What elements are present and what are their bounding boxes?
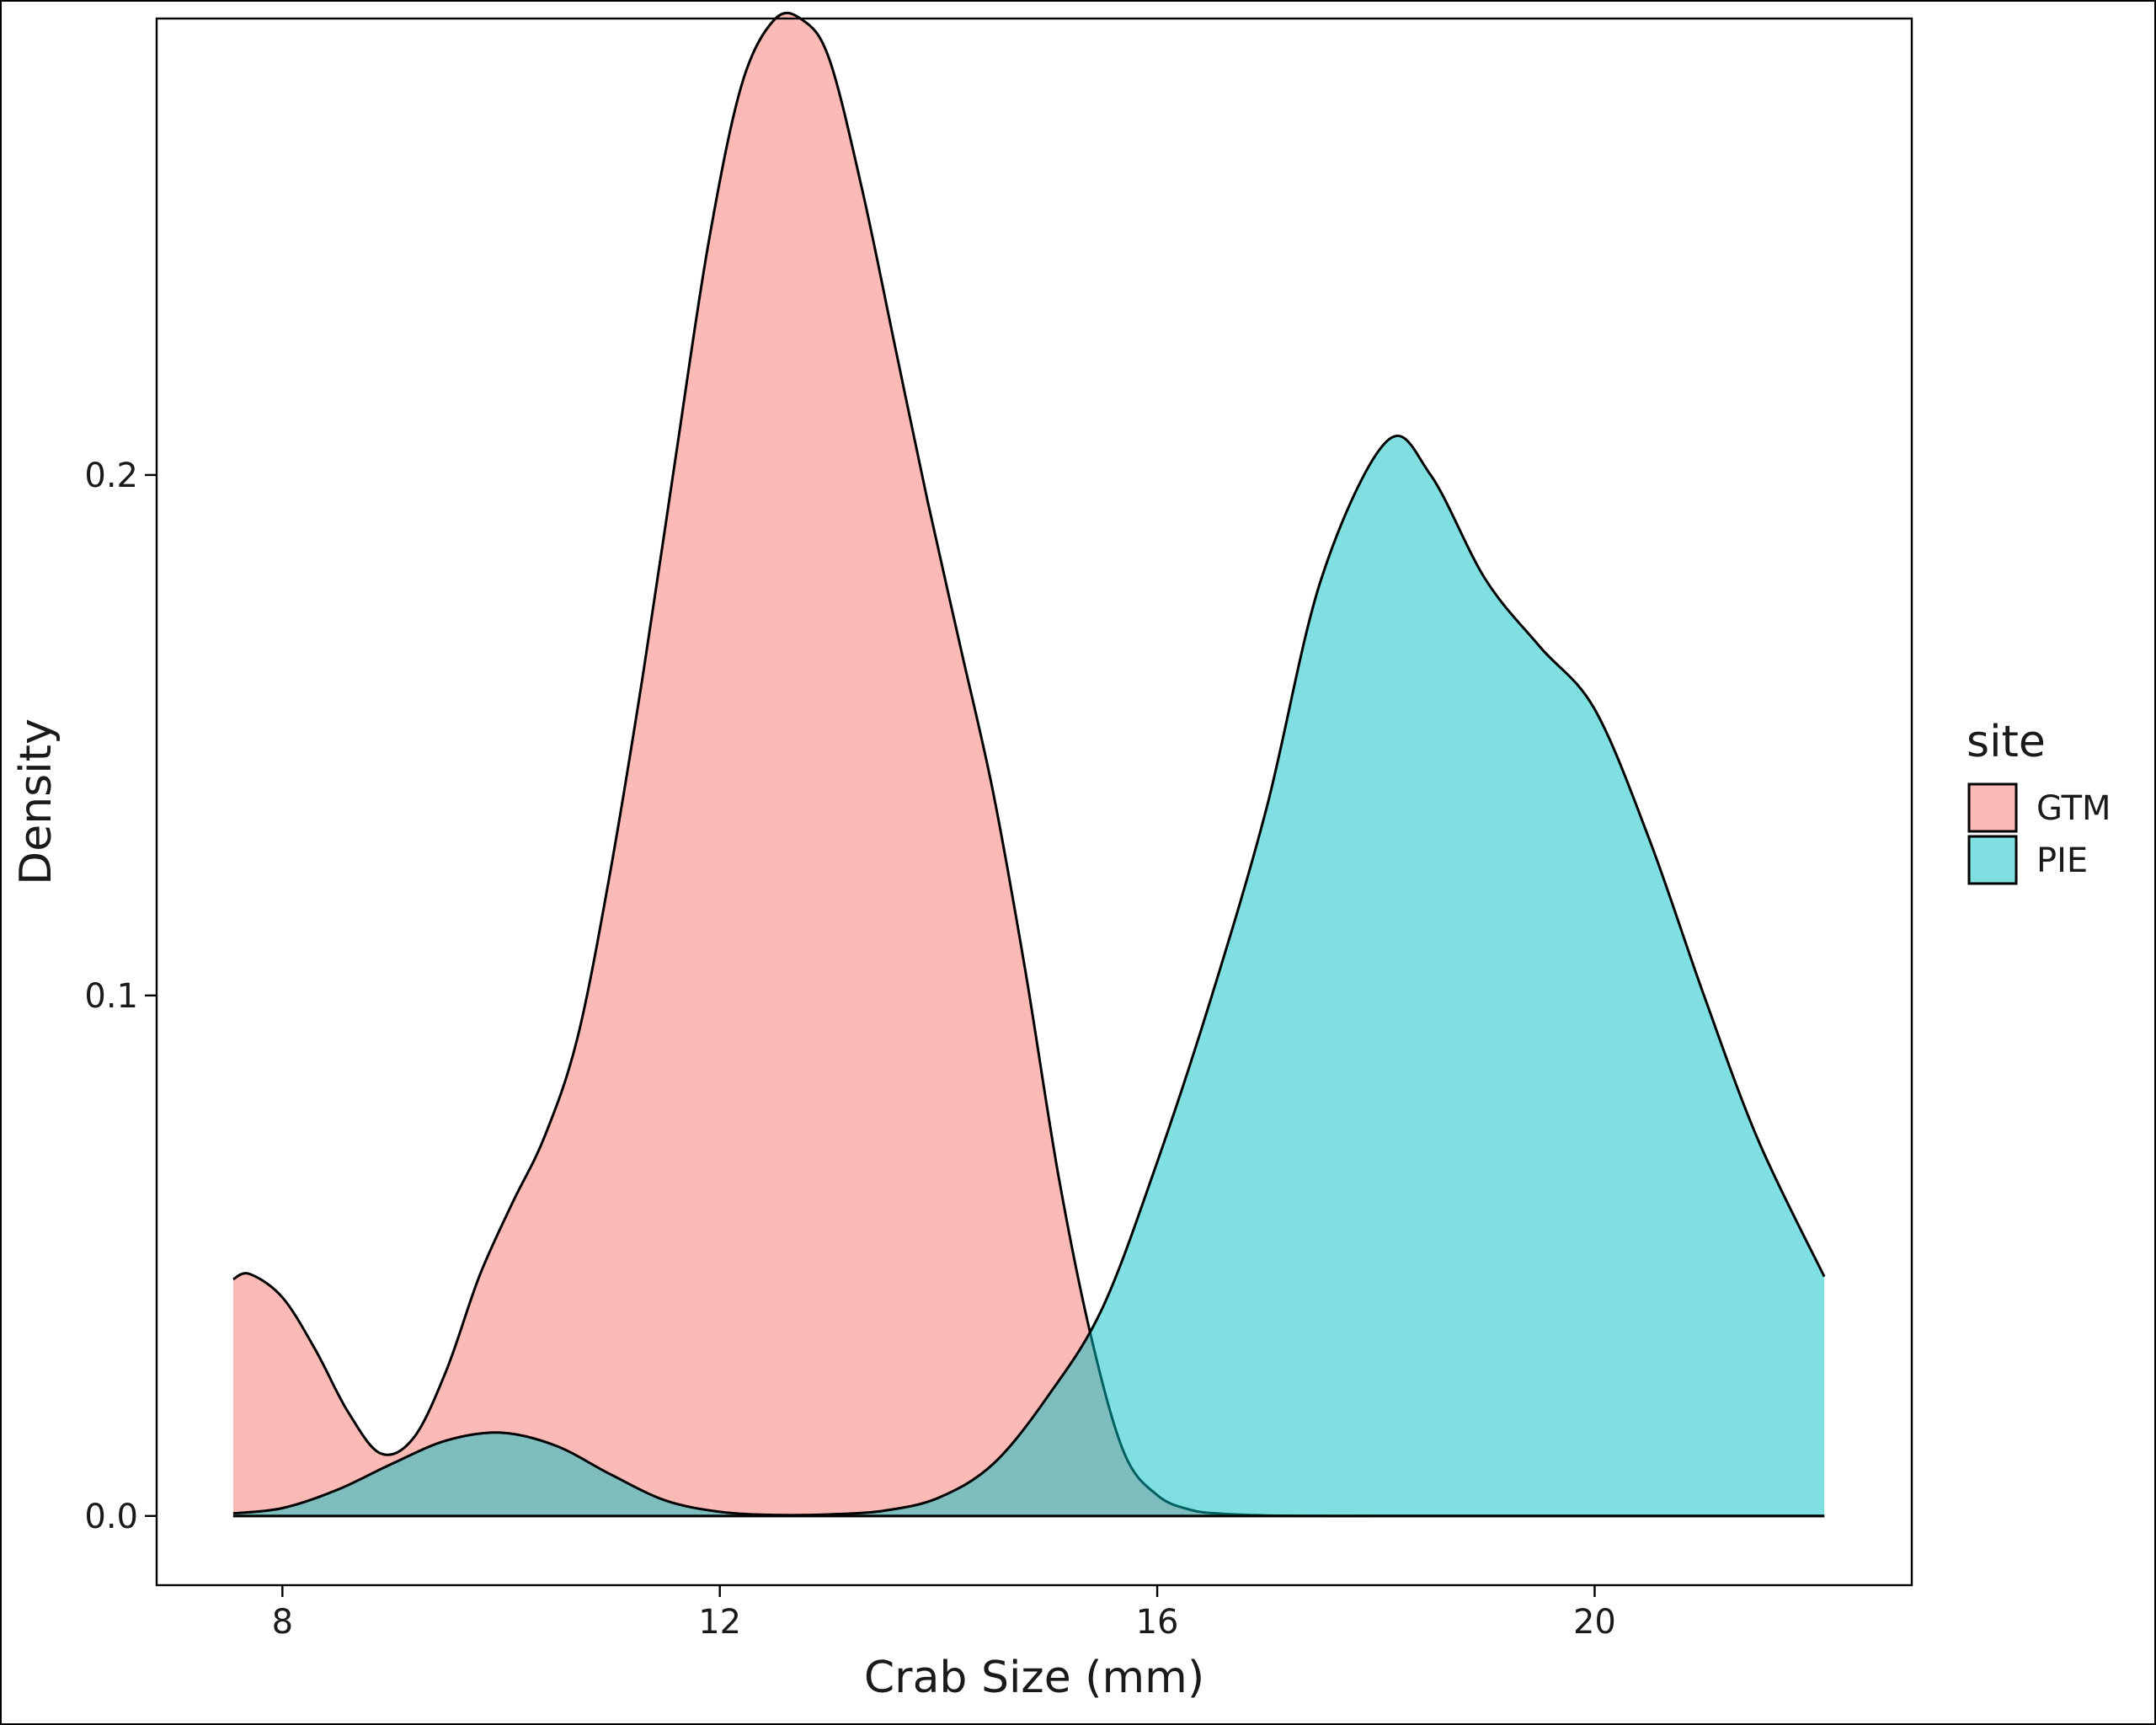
legend-swatch-pie — [1967, 835, 2018, 885]
x-tick-label: 8 — [272, 1603, 293, 1642]
density-area-pie — [232, 435, 1825, 1516]
legend-item-pie: PIE — [1967, 835, 2088, 885]
legend-label-pie: PIE — [2036, 841, 2088, 880]
legend-item-gtm: GTM — [1967, 782, 2111, 833]
plot-panel-border — [155, 17, 1913, 1587]
x-axis: 8 12 16 20 — [272, 1585, 1616, 1642]
x-tick-label: 12 — [698, 1603, 741, 1642]
x-axis-title: Crab Size (mm) — [864, 1653, 1204, 1703]
y-tick-label: 0.0 — [84, 1498, 138, 1536]
x-tick-label: 16 — [1136, 1603, 1179, 1642]
y-tick-label: 0.2 — [84, 457, 138, 495]
legend: site GTM PIE — [1967, 717, 2111, 885]
x-tick-label: 20 — [1573, 1603, 1616, 1642]
y-axis: 0.0 0.1 0.2 — [84, 457, 157, 1536]
legend-swatch-gtm — [1967, 782, 2018, 833]
y-tick-label: 0.1 — [84, 977, 138, 1016]
series-layer — [232, 12, 1826, 1518]
legend-title: site — [1967, 717, 2046, 767]
y-axis-title: Density — [11, 718, 61, 885]
density-area-gtm — [232, 13, 1825, 1516]
legend-items: GTM PIE — [1967, 782, 2111, 885]
density-curve-pie — [232, 434, 1826, 1517]
legend-label-gtm: GTM — [2036, 789, 2111, 828]
